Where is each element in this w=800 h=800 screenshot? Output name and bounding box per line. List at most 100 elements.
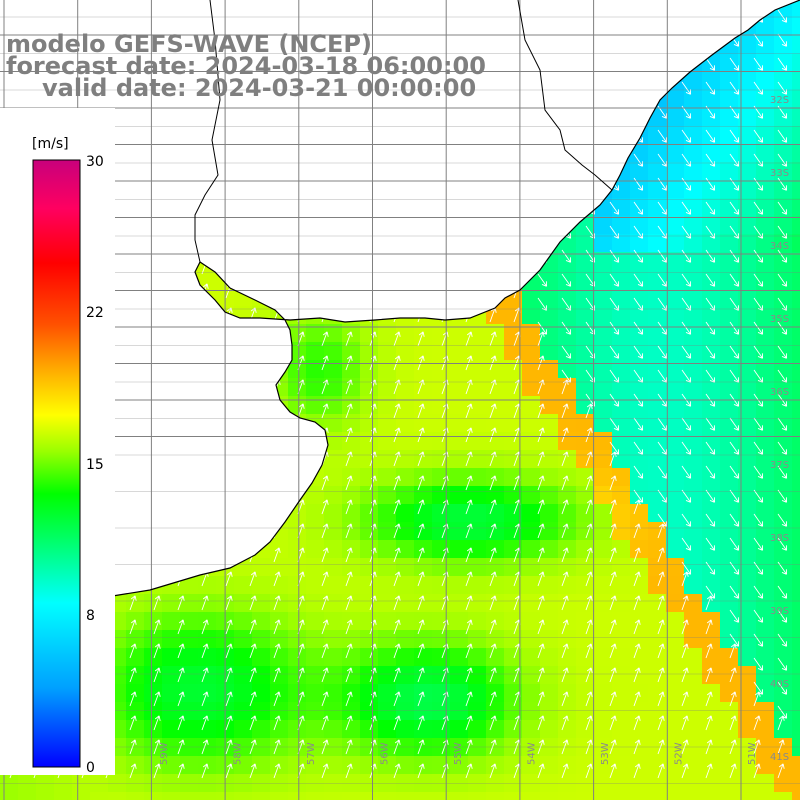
wind-speed-cell	[738, 270, 757, 289]
wind-speed-cell	[288, 558, 307, 577]
wind-speed-cell	[342, 504, 361, 523]
wind-arrow	[321, 331, 329, 347]
wind-arrow	[609, 273, 620, 287]
wind-speed-cell	[702, 792, 721, 800]
wind-speed-cell	[594, 432, 613, 451]
wind-speed-cell	[648, 126, 667, 145]
wind-speed-cell	[684, 162, 703, 181]
wind-arrow	[633, 321, 644, 335]
wind-speed-cell	[270, 648, 289, 667]
wind-speed-cell	[702, 558, 721, 577]
wind-speed-cell	[576, 684, 595, 703]
wind-arrow	[657, 619, 665, 635]
wind-speed-cell	[720, 108, 739, 127]
wind-arrow	[657, 667, 665, 683]
wind-arrow	[777, 609, 788, 623]
wind-arrow	[177, 715, 185, 731]
wind-speed-cell	[702, 360, 721, 379]
coastline	[0, 0, 800, 616]
wind-speed-cell	[450, 612, 469, 631]
wind-speed-cell	[792, 252, 800, 271]
wind-arrow	[729, 129, 740, 143]
wind-speed-cell	[324, 576, 343, 595]
wind-speed-cell	[396, 396, 415, 415]
wind-speed-cell	[252, 756, 271, 775]
wind-speed-cell	[306, 504, 325, 523]
wind-speed-cell	[432, 576, 451, 595]
wind-arrow	[681, 571, 689, 587]
wind-speed-cell	[306, 360, 325, 379]
wind-speed-cell	[792, 432, 800, 451]
wind-speed-cell	[648, 324, 667, 343]
wind-speed-cell	[756, 18, 775, 37]
wind-speed-cell	[612, 252, 631, 271]
wind-speed-cell	[504, 558, 523, 577]
wind-speed-cell	[702, 432, 721, 451]
wind-arrow	[417, 547, 425, 563]
wind-speed-cell	[288, 540, 307, 559]
wind-arrow	[705, 273, 716, 287]
wind-speed-cell	[774, 522, 793, 541]
wind-speed-cell	[702, 630, 721, 649]
wind-speed-cell	[720, 522, 739, 541]
wind-arrow	[345, 427, 353, 443]
latitude-label: 32S	[770, 95, 789, 106]
wind-speed-cell	[684, 396, 703, 415]
wind-speed-cell	[576, 540, 595, 559]
wind-speed-cell	[594, 324, 613, 343]
wind-arrow	[657, 763, 665, 779]
wind-arrow	[153, 643, 161, 659]
wind-arrow	[153, 619, 161, 635]
wind-arrow	[729, 201, 740, 215]
wind-speed-cell	[468, 630, 487, 649]
wind-speed-cell	[774, 18, 793, 37]
wind-arrow	[609, 499, 617, 515]
wind-speed-cell	[360, 432, 379, 451]
wind-speed-cell	[468, 432, 487, 451]
wind-arrow	[537, 403, 545, 419]
wind-arrow	[345, 643, 353, 659]
wind-speed-cell	[684, 360, 703, 379]
wind-speed-cell	[180, 576, 199, 595]
wind-speed-cell	[396, 342, 415, 361]
wind-arrow	[657, 595, 665, 611]
wind-arrow	[609, 643, 617, 659]
wind-speed-cell	[306, 666, 325, 685]
wind-speed-cell	[684, 414, 703, 433]
wind-speed-cell	[378, 558, 397, 577]
wind-speed-cell	[306, 756, 325, 775]
wind-speed-cell	[666, 612, 685, 631]
wind-arrow	[561, 345, 572, 359]
wind-speed-cell	[234, 702, 253, 721]
wind-speed-cell	[792, 90, 800, 109]
wind-speed-cell	[792, 756, 800, 775]
wind-arrow	[561, 249, 572, 263]
wind-arrow	[729, 537, 740, 551]
wind-speed-cell	[324, 324, 343, 343]
wind-speed-cell	[234, 648, 253, 667]
wind-speed-cell	[576, 702, 595, 721]
wind-speed-cell	[792, 540, 800, 559]
wind-speed-cell	[720, 216, 739, 235]
wind-speed-cell	[90, 792, 109, 800]
wind-speed-cell	[540, 360, 559, 379]
wind-speed-cell	[738, 324, 757, 343]
wind-arrow	[609, 547, 617, 563]
wind-speed-cell	[684, 234, 703, 253]
wind-speed-cell	[756, 378, 775, 397]
wind-speed-cell	[720, 702, 739, 721]
wind-speed-cell	[180, 684, 199, 703]
wind-arrow	[777, 417, 788, 431]
wind-speed-cell	[666, 414, 685, 433]
wind-arrow	[393, 547, 401, 563]
wind-speed-cell	[180, 720, 199, 739]
wind-speed-cell	[162, 648, 181, 667]
wind-speed-cell	[774, 288, 793, 307]
wind-speed-cell	[684, 666, 703, 685]
wind-speed-cell	[774, 342, 793, 361]
wind-speed-cell	[756, 324, 775, 343]
wind-arrow	[585, 451, 593, 467]
wind-speed-cell	[720, 558, 739, 577]
wind-arrow	[177, 667, 185, 683]
wind-arrow	[465, 667, 473, 683]
